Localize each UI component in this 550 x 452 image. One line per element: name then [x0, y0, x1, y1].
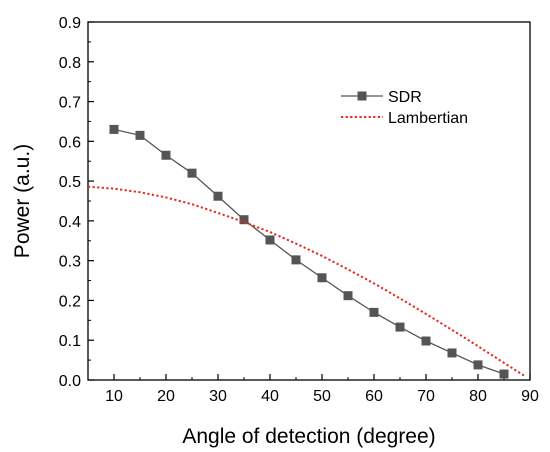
- sdr-data-point: [395, 322, 405, 332]
- x-tick-label: 30: [209, 388, 227, 405]
- sdr-data-point: [265, 235, 275, 245]
- series-layer: [87, 124, 526, 379]
- sdr-data-point: [291, 255, 301, 265]
- x-tick-label: 10: [105, 388, 123, 405]
- x-tick-label: 40: [261, 388, 279, 405]
- y-tick-label: 0.8: [59, 55, 81, 72]
- y-tick-label: 0.2: [59, 293, 81, 310]
- sdr-data-point: [213, 191, 223, 201]
- sdr-data-point: [369, 307, 379, 317]
- y-tick-label: 0.9: [59, 15, 81, 32]
- x-axis-ticks: 10 20 30 40 50 60 70 80 90: [105, 374, 539, 405]
- x-tick-label: 90: [521, 388, 539, 405]
- sdr-data-point: [447, 348, 457, 358]
- y-tick-label: 0.0: [59, 373, 81, 390]
- x-axis-title: Angle of detection (degree): [182, 425, 435, 448]
- sdr-data-point: [187, 168, 197, 178]
- y-tick-label: 0.4: [59, 214, 81, 231]
- legend-label-sdr: SDR: [388, 89, 422, 106]
- y-tick-label: 0.6: [59, 134, 81, 151]
- plot-frame: [87, 21, 531, 381]
- x-tick-label: 60: [365, 388, 383, 405]
- sdr-data-point: [161, 150, 171, 160]
- legend-label-lambertian: Lambertian: [388, 110, 468, 127]
- x-tick-label: 70: [417, 388, 435, 405]
- legend: SDR Lambertian: [341, 89, 468, 127]
- y-tick-label: 0.7: [59, 95, 81, 112]
- sdr-data-point: [421, 336, 431, 346]
- sdr-data-point: [317, 273, 327, 283]
- sdr-data-point: [135, 130, 145, 140]
- y-axis-ticks: 0.0 0.1 0.2 0.3 0.4 0.5 0.6 0.7 0.8 0.9: [59, 15, 94, 390]
- series-line-sdr: [113, 128, 505, 375]
- y-tick-label: 0.1: [59, 333, 81, 350]
- legend-marker-sdr: [357, 91, 367, 101]
- y-tick-label: 0.3: [59, 254, 81, 271]
- series-line-lambertian: [87, 185, 526, 377]
- x-tick-label: 50: [313, 388, 331, 405]
- x-tick-label: 80: [469, 388, 487, 405]
- sdr-data-point: [239, 215, 249, 225]
- sdr-data-point: [473, 360, 483, 370]
- sdr-data-point: [343, 291, 353, 301]
- y-tick-label: 0.5: [59, 174, 81, 191]
- sdr-data-point: [109, 124, 119, 134]
- x-tick-label: 20: [157, 388, 175, 405]
- sdr-data-point: [499, 369, 509, 379]
- y-axis-title: Power (a.u.): [11, 144, 34, 258]
